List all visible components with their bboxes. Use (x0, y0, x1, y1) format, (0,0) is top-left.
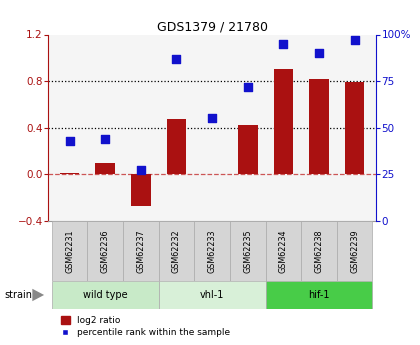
Text: wild type: wild type (83, 290, 128, 300)
Text: vhl-1: vhl-1 (200, 290, 224, 300)
Bar (238, 125, 257, 174)
Text: GSM62236: GSM62236 (101, 229, 110, 273)
Bar (273, 69, 293, 174)
Bar (60, 173, 79, 174)
Text: GSM62233: GSM62233 (207, 229, 217, 273)
Bar (345, 82, 364, 174)
Text: GSM62238: GSM62238 (315, 229, 323, 273)
Point (173, 56, 180, 61)
Bar (131, 174, 151, 206)
Text: hif-1: hif-1 (308, 290, 330, 300)
Bar (230, 221, 265, 281)
Bar (159, 221, 194, 281)
Text: GSM62237: GSM62237 (136, 229, 145, 273)
Point (66, 138, 73, 144)
Text: GSM62234: GSM62234 (279, 229, 288, 273)
Bar (95, 162, 115, 174)
Text: GSM62239: GSM62239 (350, 229, 359, 273)
Text: GSM62231: GSM62231 (65, 229, 74, 273)
Bar (301, 221, 337, 281)
Bar (265, 281, 373, 309)
Text: GSM62235: GSM62235 (243, 229, 252, 273)
Point (315, 50, 322, 56)
Bar (194, 221, 230, 281)
Point (209, 116, 215, 121)
Bar (52, 281, 159, 309)
Text: GSM62232: GSM62232 (172, 229, 181, 273)
Point (351, 37, 358, 43)
Bar (159, 281, 265, 309)
Point (244, 84, 251, 89)
Bar (265, 221, 301, 281)
Point (102, 136, 109, 141)
Title: GDS1379 / 21780: GDS1379 / 21780 (157, 20, 268, 33)
Bar (337, 221, 373, 281)
Point (280, 41, 287, 47)
Point (137, 168, 144, 173)
Legend: log2 ratio, percentile rank within the sample: log2 ratio, percentile rank within the s… (59, 314, 232, 339)
Bar (87, 221, 123, 281)
Bar (167, 119, 186, 174)
Bar (52, 221, 87, 281)
Bar (123, 221, 159, 281)
Bar (309, 79, 329, 174)
Text: strain: strain (4, 290, 32, 300)
